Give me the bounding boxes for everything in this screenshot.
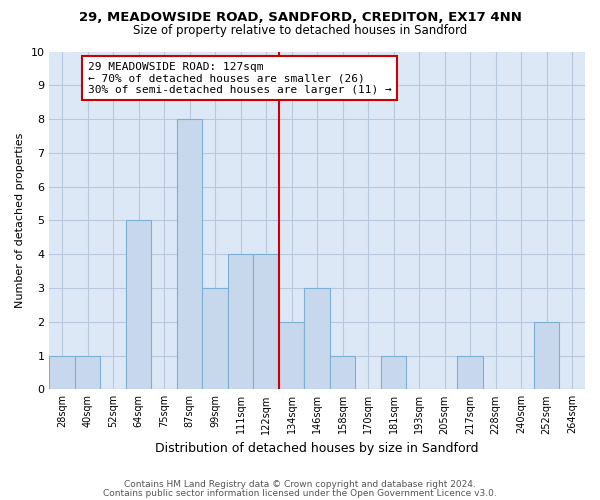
Bar (126, 220, 151, 390)
Text: 29 MEADOWSIDE ROAD: 127sqm
← 70% of detached houses are smaller (26)
30% of semi: 29 MEADOWSIDE ROAD: 127sqm ← 70% of deta… (88, 62, 391, 95)
Text: Contains HM Land Registry data © Crown copyright and database right 2024.: Contains HM Land Registry data © Crown c… (124, 480, 476, 489)
Bar (534, 322, 559, 390)
X-axis label: Distribution of detached houses by size in Sandford: Distribution of detached houses by size … (155, 442, 479, 455)
Bar (49, 356, 75, 390)
Bar (177, 119, 202, 390)
Bar (457, 356, 483, 390)
Text: Size of property relative to detached houses in Sandford: Size of property relative to detached ho… (133, 24, 467, 37)
Bar (202, 288, 228, 390)
Bar (253, 254, 279, 390)
Text: 29, MEADOWSIDE ROAD, SANDFORD, CREDITON, EX17 4NN: 29, MEADOWSIDE ROAD, SANDFORD, CREDITON,… (79, 11, 521, 24)
Y-axis label: Number of detached properties: Number of detached properties (15, 132, 25, 308)
Bar (228, 254, 253, 390)
Bar (330, 356, 355, 390)
Bar (304, 288, 330, 390)
Bar (279, 322, 304, 390)
Bar (381, 356, 406, 390)
Bar (75, 356, 100, 390)
Text: Contains public sector information licensed under the Open Government Licence v3: Contains public sector information licen… (103, 488, 497, 498)
